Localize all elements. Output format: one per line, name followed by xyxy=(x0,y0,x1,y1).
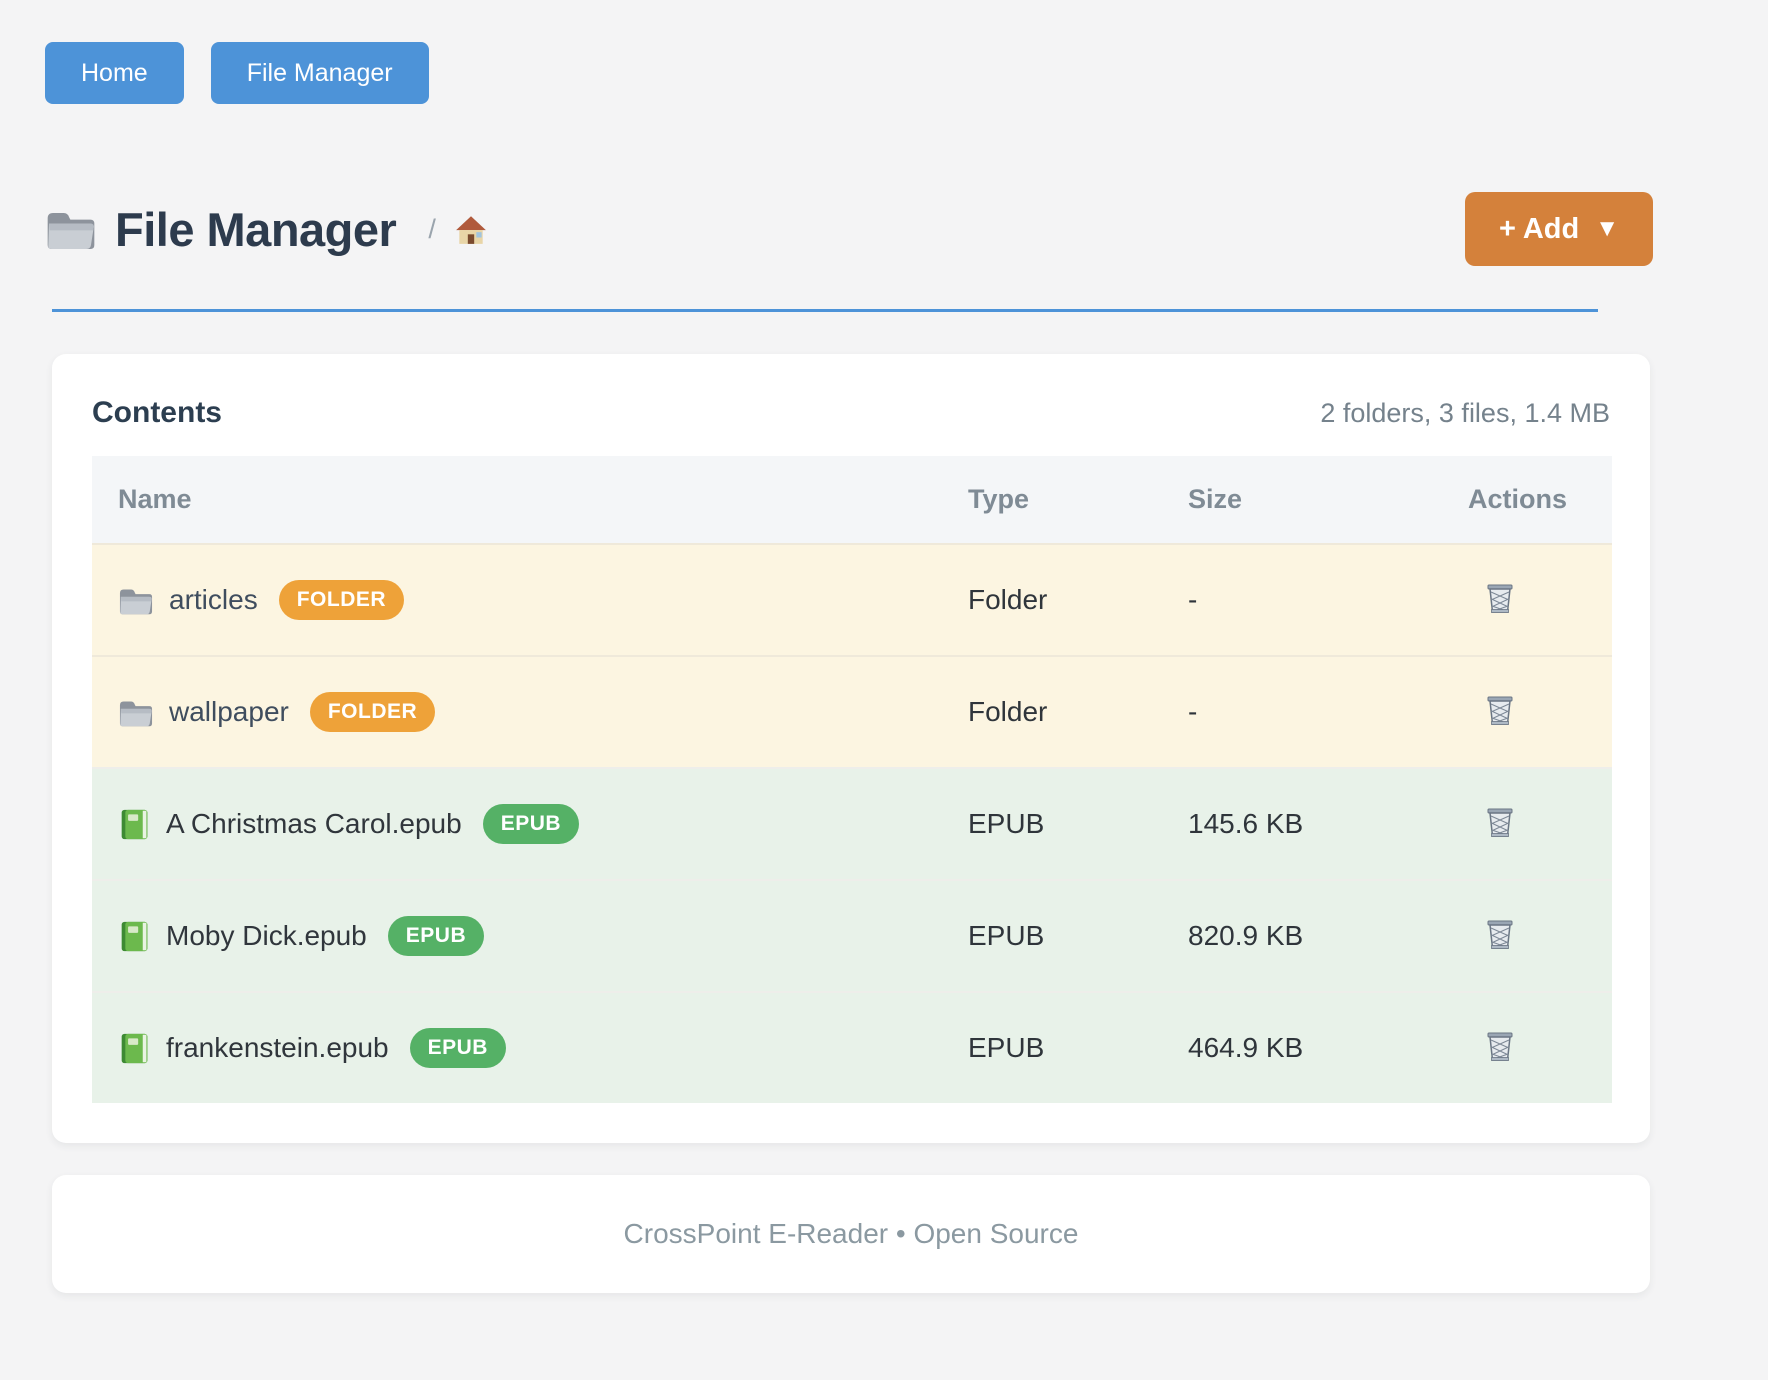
size-cell: 464.9 KB xyxy=(1188,1032,1304,1063)
table-row-wallpaper: wallpaper FOLDER Folder - xyxy=(92,655,1612,767)
file-link[interactable]: A Christmas Carol.epub xyxy=(166,808,462,839)
file-manager-page: Home File Manager File Manager / + Add ▼… xyxy=(45,42,1768,1293)
house-icon xyxy=(454,213,488,245)
table-row-articles: articles FOLDER Folder - xyxy=(92,543,1612,655)
add-button-label: + Add xyxy=(1498,212,1580,245)
breadcrumb-home-link[interactable] xyxy=(454,213,488,245)
column-header-type: Type xyxy=(968,484,1030,514)
page-header: File Manager / + Add ▼ xyxy=(45,192,1653,266)
column-header-size: Size xyxy=(1188,484,1243,514)
epub-badge: EPUB xyxy=(387,916,485,956)
folder-badge: FOLDER xyxy=(309,692,436,732)
trash-icon xyxy=(1482,916,1518,952)
size-cell: 145.6 KB xyxy=(1188,808,1304,839)
table-row-moby-dick: Moby Dick.epub EPUB EPUB 820.9 KB xyxy=(92,879,1612,991)
type-cell: EPUB xyxy=(968,1032,1045,1063)
breadcrumb-separator: / xyxy=(428,213,436,244)
trash-icon xyxy=(1482,1028,1518,1064)
delete-button[interactable] xyxy=(1480,578,1520,618)
folder-link[interactable]: articles xyxy=(169,584,258,615)
delete-button[interactable] xyxy=(1480,914,1520,954)
delete-button[interactable] xyxy=(1480,802,1520,842)
file-link[interactable]: frankenstein.epub xyxy=(166,1032,389,1063)
column-header-actions: Actions xyxy=(1468,484,1568,514)
size-cell: - xyxy=(1188,584,1198,615)
home-nav-button[interactable]: Home xyxy=(45,42,184,104)
epub-badge: EPUB xyxy=(409,1028,506,1068)
type-cell: Folder xyxy=(968,584,1048,615)
trash-icon xyxy=(1482,804,1518,840)
delete-button[interactable] xyxy=(1480,1026,1520,1066)
page-title: File Manager xyxy=(115,202,397,256)
green-book-icon xyxy=(118,920,151,953)
title-group: File Manager / xyxy=(45,202,488,257)
footer: CrossPoint E-Reader • Open Source xyxy=(52,1175,1650,1293)
table-row-frankenstein: frankenstein.epub EPUB EPUB 464.9 KB xyxy=(92,991,1612,1103)
trash-icon xyxy=(1482,692,1518,728)
green-book-icon xyxy=(118,1032,151,1065)
add-button[interactable]: + Add ▼ xyxy=(1464,192,1653,266)
file-table: Name Type Size Actions articles FOLDER F… xyxy=(92,456,1612,1103)
contents-panel: Contents 2 folders, 3 files, 1.4 MB Name… xyxy=(52,354,1650,1143)
column-header-name: Name xyxy=(118,484,192,514)
footer-text: CrossPoint E-Reader • Open Source xyxy=(623,1218,1079,1249)
size-cell: 820.9 KB xyxy=(1188,920,1304,951)
file-manager-nav-button[interactable]: File Manager xyxy=(210,42,429,104)
file-link[interactable]: Moby Dick.epub xyxy=(166,920,367,951)
delete-button[interactable] xyxy=(1480,690,1520,730)
panel-title: Contents xyxy=(92,396,222,429)
type-cell: EPUB xyxy=(968,920,1045,951)
header-divider xyxy=(52,309,1598,312)
type-cell: EPUB xyxy=(968,808,1045,839)
contents-header: Contents 2 folders, 3 files, 1.4 MB xyxy=(92,396,1610,430)
chevron-down-icon: ▼ xyxy=(1595,215,1619,242)
folder-badge: FOLDER xyxy=(278,580,405,620)
folder-link[interactable]: wallpaper xyxy=(169,696,289,727)
epub-badge: EPUB xyxy=(482,804,580,844)
folder-icon xyxy=(118,696,154,729)
folder-icon xyxy=(45,205,97,253)
table-row-christmas-carol: A Christmas Carol.epub EPUB EPUB 145.6 K… xyxy=(92,767,1612,879)
size-cell: - xyxy=(1188,696,1198,727)
contents-summary: 2 folders, 3 files, 1.4 MB xyxy=(1320,398,1610,428)
green-book-icon xyxy=(118,808,151,841)
table-header-row: Name Type Size Actions xyxy=(92,456,1612,543)
top-nav: Home File Manager xyxy=(45,42,1768,104)
folder-icon xyxy=(118,584,154,617)
trash-icon xyxy=(1482,580,1518,616)
type-cell: Folder xyxy=(968,696,1048,727)
